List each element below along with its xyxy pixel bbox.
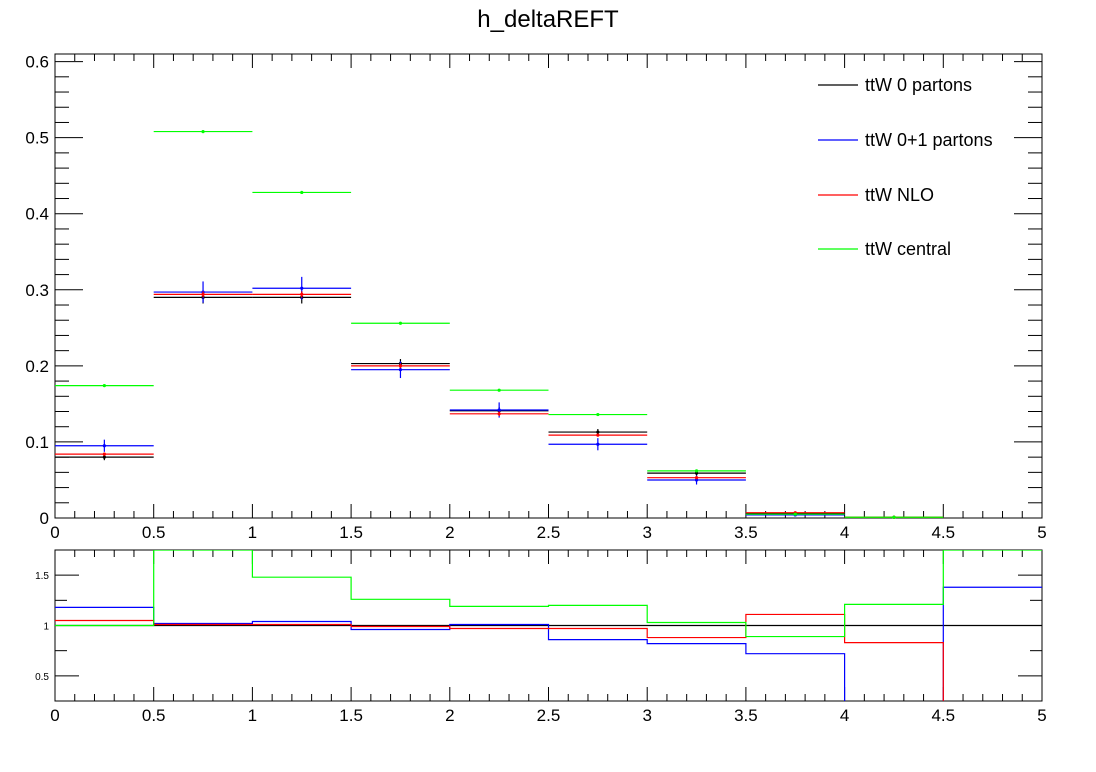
y-tick-label: 0.6 <box>25 53 49 72</box>
data-point <box>497 408 501 412</box>
ratio-series-ttw-0-1-partons <box>55 586 1042 701</box>
ratio-x-tick-label: 0 <box>50 706 59 725</box>
x-tick-label: 5 <box>1037 523 1046 542</box>
ratio-x-tick-label: 2 <box>445 706 454 725</box>
ratio-x-tick-label: 3 <box>642 706 651 725</box>
x-tick-label: 3 <box>642 523 651 542</box>
data-point <box>102 444 106 448</box>
ratio-x-tick-label: 1.5 <box>339 706 363 725</box>
ratio-x-tick-label: 3.5 <box>734 706 758 725</box>
legend-label: ttW 0 partons <box>865 75 972 95</box>
ratio-series-ttw-central <box>55 550 1042 638</box>
y-tick-label: 0.3 <box>25 281 49 300</box>
x-tick-label: 0.5 <box>142 523 166 542</box>
data-point <box>694 476 699 480</box>
legend-item: ttW NLO <box>818 185 934 205</box>
ratio-series-ttw-nlo <box>55 613 944 701</box>
x-tick-label: 2.5 <box>537 523 561 542</box>
y-tick-label: 0 <box>40 509 49 528</box>
legend-label: ttW central <box>865 239 951 259</box>
chart-title: h_deltaREFT <box>477 6 619 33</box>
y-tick-label: 0.5 <box>25 129 49 148</box>
ratio-x-tick-label: 5 <box>1037 706 1046 725</box>
series-ttw-0-1-partons <box>55 276 845 517</box>
data-point <box>596 412 600 417</box>
data-point <box>201 292 205 296</box>
data-point <box>201 129 205 134</box>
data-point <box>596 430 600 434</box>
x-tick-label: 1.5 <box>339 523 363 542</box>
data-point <box>398 364 403 368</box>
data-point <box>300 286 304 290</box>
data-point <box>300 190 304 195</box>
data-point <box>102 455 106 459</box>
legend-label: ttW NLO <box>865 185 934 205</box>
x-tick-label: 4.5 <box>931 523 955 542</box>
main-plot: 0 0.1 0.2 0.3 0.4 0.5 0.6 0 0.5 1 1.5 2 2.5 3 3.5 4 4.5 5 <box>25 53 1046 542</box>
data-point <box>892 515 896 519</box>
ratio-x-tick-label: 4 <box>840 706 849 725</box>
ratio-x-tick-label: 4.5 <box>931 706 955 725</box>
ratio-y-tick-label: 1 <box>43 622 49 633</box>
data-point <box>694 469 699 473</box>
ratio-x-tick-label: 1 <box>248 706 257 725</box>
y-tick-label: 0.4 <box>25 205 49 224</box>
data-point <box>596 433 600 437</box>
legend-label: ttW 0+1 partons <box>865 130 993 150</box>
x-tick-label: 4 <box>840 523 849 542</box>
data-point <box>596 442 600 446</box>
y-tick-label: 0.1 <box>25 433 49 452</box>
data-point <box>398 321 403 325</box>
ratio-y-tick-label: 0.5 <box>35 672 49 683</box>
data-point <box>300 292 304 296</box>
ratio-y-tick-label: 1.5 <box>35 571 49 582</box>
legend: ttW 0 partons ttW 0+1 partons ttW NLO ttW c… <box>818 75 993 259</box>
x-tick-label: 2 <box>445 523 454 542</box>
x-tick-label: 3.5 <box>734 523 758 542</box>
series-ttw-central <box>55 129 944 519</box>
ratio-x-tick-label: 0.5 <box>142 706 166 725</box>
legend-item: ttW 0 partons <box>818 75 972 95</box>
legend-item: ttW central <box>818 239 951 259</box>
data-point <box>694 478 699 482</box>
data-point <box>398 368 403 372</box>
x-tick-label: 1 <box>248 523 257 542</box>
data-point <box>497 388 501 392</box>
y-tick-label: 0.2 <box>25 357 49 376</box>
data-point <box>497 412 501 416</box>
ratio-plot: 0.5 1 1.5 0 0.5 1 1.5 2 2.5 3 3.5 4 4.5 5 <box>35 549 1047 725</box>
x-tick-label: 0 <box>50 523 59 542</box>
legend-item: ttW 0+1 partons <box>818 130 993 150</box>
data-point <box>102 384 106 388</box>
data-point <box>102 452 106 456</box>
data-point <box>793 512 797 516</box>
ratio-x-tick-label: 2.5 <box>537 706 561 725</box>
data-point <box>694 471 699 475</box>
